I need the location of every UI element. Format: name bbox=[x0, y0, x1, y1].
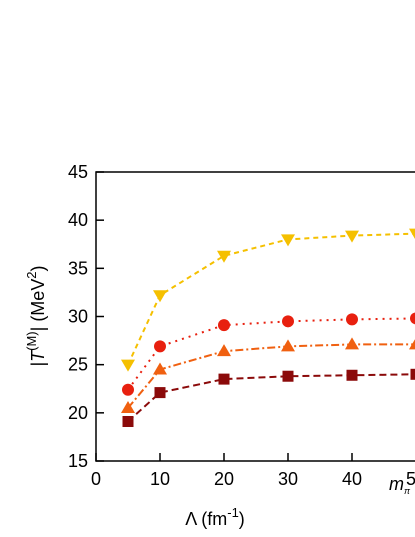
marker bbox=[154, 340, 166, 353]
marker bbox=[346, 313, 358, 326]
marker bbox=[345, 230, 359, 243]
x-tick-label: 20 bbox=[214, 469, 234, 489]
x-tick-label: 0 bbox=[91, 469, 101, 489]
y-tick-label: 15 bbox=[68, 451, 88, 471]
marker bbox=[410, 312, 415, 325]
x-axis-label: Λ (fm-1) bbox=[185, 505, 245, 529]
plot-frame bbox=[95, 171, 415, 462]
x-tick-label: 30 bbox=[278, 469, 298, 489]
marker bbox=[409, 228, 415, 239]
marker bbox=[409, 339, 415, 350]
y-tick-label: 40 bbox=[68, 210, 88, 230]
marker bbox=[153, 362, 167, 375]
x-tick-label: 10 bbox=[150, 469, 170, 489]
x-tick-label: 40 bbox=[342, 469, 362, 489]
marker bbox=[121, 401, 135, 414]
annotation: mπ bbox=[389, 474, 411, 496]
marker bbox=[282, 315, 294, 328]
marker bbox=[410, 368, 415, 380]
y-tick-label: 45 bbox=[68, 162, 88, 182]
marker bbox=[154, 387, 166, 399]
series-line bbox=[127, 343, 415, 409]
marker bbox=[345, 337, 359, 350]
y-tick-label: 30 bbox=[68, 307, 88, 327]
marker bbox=[218, 373, 230, 385]
marker bbox=[217, 250, 231, 263]
marker bbox=[281, 234, 295, 247]
y-tick-label: 25 bbox=[68, 355, 88, 375]
marker bbox=[282, 370, 294, 382]
series-line bbox=[127, 373, 415, 423]
marker bbox=[218, 319, 230, 332]
marker bbox=[281, 339, 295, 352]
y-tick-label: 20 bbox=[68, 403, 88, 423]
y-axis-label: |T(M)| (MeV2) bbox=[24, 265, 48, 366]
marker bbox=[217, 344, 231, 357]
marker bbox=[153, 290, 167, 303]
marker bbox=[121, 359, 135, 372]
marker bbox=[122, 416, 134, 428]
marker bbox=[122, 383, 134, 396]
series-line bbox=[127, 232, 415, 366]
marker bbox=[346, 369, 358, 381]
x-tick-label: 50 bbox=[406, 469, 415, 489]
y-tick-label: 35 bbox=[68, 258, 88, 278]
series-line bbox=[127, 317, 415, 391]
